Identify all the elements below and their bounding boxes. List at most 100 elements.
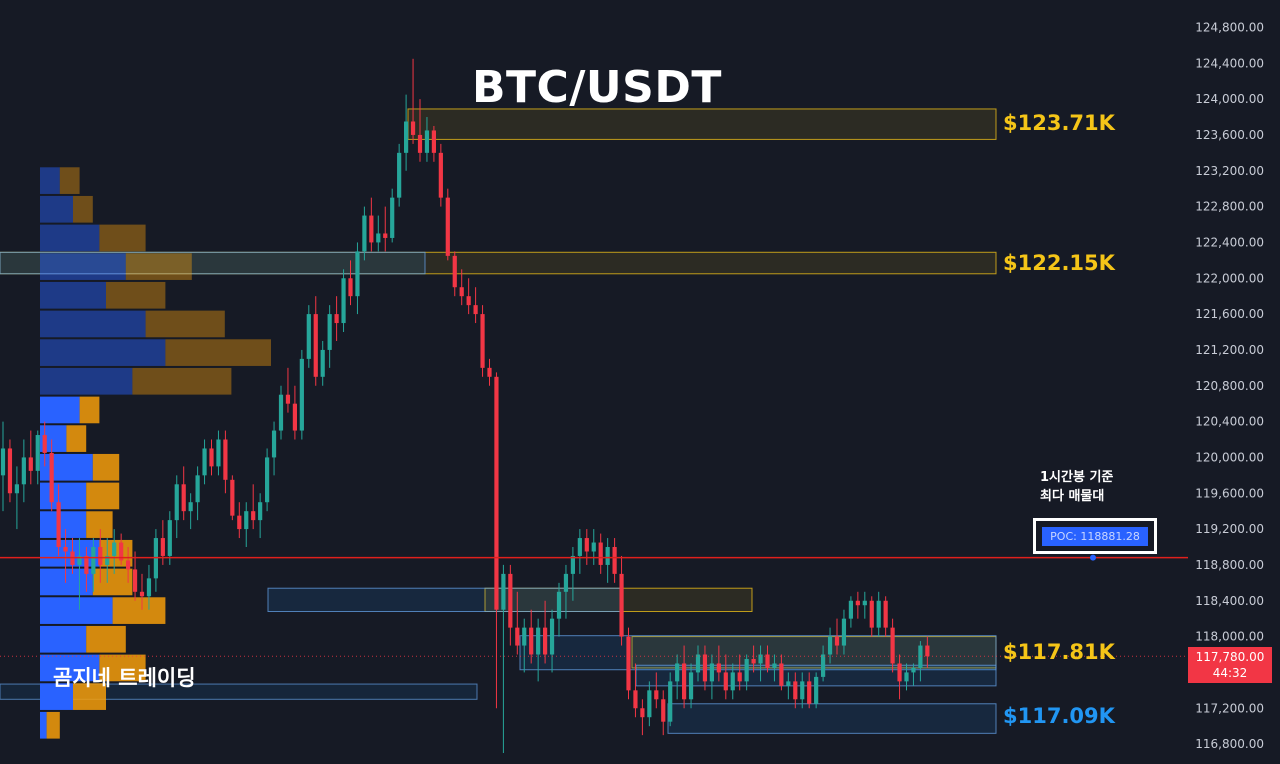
candle-down: [529, 627, 534, 655]
candle-down: [702, 654, 708, 682]
level-label-117090: $117.09K: [1003, 704, 1115, 729]
candle-down: [619, 573, 624, 637]
y-tick-label: 116,800.00: [1195, 737, 1264, 751]
candle-down: [807, 681, 812, 704]
candle-down: [515, 627, 520, 646]
profile-sell-bar: [46, 711, 60, 739]
profile-sell-bar: [99, 654, 146, 682]
candle-up: [827, 636, 833, 655]
candle-up: [35, 435, 40, 471]
candle-down: [84, 555, 89, 574]
profile-buy-bar: [40, 568, 93, 596]
y-tick-label: 121,200.00: [1195, 343, 1264, 357]
candle-up: [77, 555, 82, 565]
profile-buy-bar: [40, 482, 87, 510]
y-tick-label: 120,800.00: [1195, 379, 1264, 393]
candle-up: [556, 591, 562, 619]
candle-up: [216, 439, 221, 467]
candle-up: [688, 672, 694, 700]
poc-label: POC: 118881.28: [1042, 526, 1148, 546]
profile-buy-bar: [40, 711, 47, 739]
watermark-text: 곰지네 트레이딩: [53, 666, 196, 690]
profile-sell-bar: [112, 597, 166, 624]
candle-up: [668, 681, 673, 722]
profile-sell-bar: [73, 683, 106, 710]
y-tick-label: 122,800.00: [1195, 200, 1264, 214]
candle-down: [584, 538, 589, 552]
y-tick-label: 124,800.00: [1195, 20, 1264, 34]
y-tick-label: 118,000.00: [1195, 630, 1264, 644]
profile-buy-bar: [40, 683, 73, 710]
candle-down: [682, 663, 687, 700]
poc-marker: [1090, 554, 1096, 561]
profile-sell-bar: [99, 224, 146, 252]
candle-down: [237, 515, 242, 530]
y-tick-label: 123,200.00: [1195, 164, 1264, 178]
level-label-122150: $122.15K: [1003, 250, 1115, 275]
candle-up: [424, 130, 430, 153]
candle-up: [362, 215, 367, 252]
candle-down: [160, 538, 165, 556]
candle-up: [258, 502, 263, 521]
candle-down: [925, 645, 930, 657]
candle-up: [306, 314, 311, 359]
candle-down: [765, 654, 770, 668]
candle-up: [112, 542, 117, 556]
candle-down: [480, 314, 485, 368]
level-label-117810: $117.81K: [1003, 639, 1115, 664]
price-axis[interactable]: 124,800.00 124,400.00 124,000.00 123,600.00…: [1195, 20, 1264, 751]
candle-up: [105, 555, 110, 565]
profile-buy-bar: [40, 167, 60, 194]
profile-buy-bar: [40, 539, 100, 567]
candle-down: [126, 560, 131, 570]
demand-zone: [0, 251, 426, 275]
candle-down: [883, 600, 888, 628]
candle-up: [821, 654, 826, 677]
profile-buy-bar: [40, 253, 126, 280]
candle-up: [675, 663, 680, 682]
candle-down: [751, 658, 756, 664]
profile-sell-bar: [73, 195, 93, 223]
candle-up: [390, 197, 395, 238]
candle-down: [313, 314, 318, 377]
y-tick-label: 119,600.00: [1195, 486, 1264, 500]
y-tick-label: 118,400.00: [1195, 594, 1264, 608]
candle-down: [132, 569, 138, 592]
current-price-value: 117,780.00: [1195, 650, 1265, 664]
candle-up: [758, 654, 763, 664]
candle-down: [285, 394, 291, 404]
candle-up: [744, 658, 749, 682]
candle-down: [612, 547, 617, 574]
profile-buy-bar: [40, 625, 87, 653]
candle-down: [181, 484, 186, 512]
candle-up: [904, 672, 909, 682]
candle-down: [640, 708, 645, 718]
candle-up: [522, 627, 527, 646]
zones-layer: [0, 108, 997, 734]
demand-zone: [519, 635, 997, 671]
candle-up: [862, 600, 867, 606]
volume-profile: [40, 167, 271, 739]
profile-sell-bar: [132, 367, 232, 395]
candle-up: [355, 251, 360, 297]
chart-title: BTC/USDT: [472, 62, 722, 113]
level-label-123710: $123.71K: [1003, 111, 1115, 136]
candle-down: [42, 435, 47, 453]
candle-down: [473, 305, 478, 315]
candle-up: [397, 152, 402, 198]
candle-down: [633, 690, 638, 709]
y-tick-label: 120,000.00: [1195, 450, 1264, 464]
candle-down: [508, 573, 513, 628]
poc-label-box: POC: 118881.28: [1033, 518, 1157, 554]
candle-up: [146, 578, 152, 597]
candle-up: [536, 627, 541, 655]
candle-down: [869, 600, 874, 628]
candle-up: [327, 314, 332, 350]
candle-down: [230, 479, 235, 516]
profile-sell-bar: [106, 281, 166, 309]
candle-down: [431, 130, 436, 153]
candle-down: [855, 600, 860, 606]
candle-up: [188, 502, 193, 512]
candle-up: [570, 555, 575, 574]
